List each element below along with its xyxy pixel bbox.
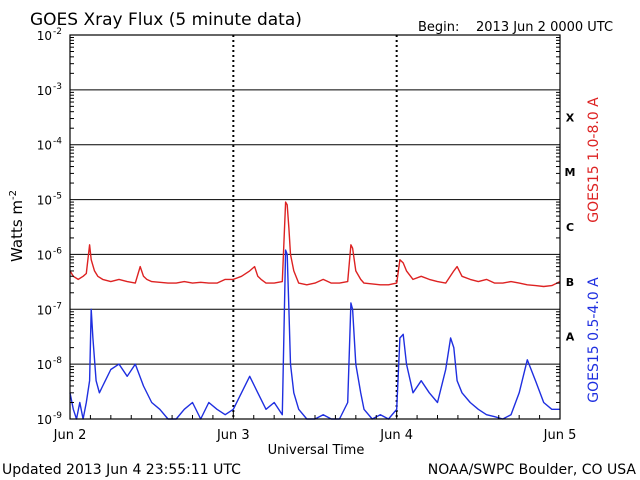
series-group [69,201,561,420]
flare-class-label: M [565,166,576,179]
y-tick-label: 10 [37,194,52,208]
y-tick-label: 10 [37,29,52,43]
begin-value: 2013 Jun 2 0000 UTC [476,20,613,35]
y-tick-exponent: -9 [53,411,62,421]
y-tick-exponent: -8 [53,356,62,366]
grid-lines [70,34,560,420]
legend-long-channel: GOES15 1.0-8.0 A [586,97,602,223]
legend-short-label: GOES15 0.5-4.0 A [586,277,602,403]
y-tick-base: 10 [37,248,52,262]
y-tick-exponent: -4 [53,137,62,147]
y-tick-label: 10 [37,248,52,262]
y-tick-base: 10 [37,29,52,43]
y-tick-base: 10 [37,139,52,153]
y-tick-base: 10 [37,413,52,427]
series-long-channel-line [69,201,561,288]
y-tick-base: 10 [37,303,52,317]
series-short-channel-line [69,249,560,420]
x-tick-label: Jun 2 [53,428,87,443]
y-tick-label: 10 [37,139,52,153]
y-tick-base: 10 [37,194,52,208]
y-tick-base: 10 [37,358,52,372]
legend-short-channel: GOES15 0.5-4.0 A [586,277,602,403]
y-tick-labels: 10-210-310-410-510-610-710-810-9 [37,27,63,427]
y-tick-label: 10 [37,413,52,427]
chart-title: GOES Xray Flux (5 minute data) [30,10,302,30]
plot-border [69,34,561,420]
svg-text:Watts m-2: Watts m-2 [8,190,26,262]
flare-class-labels: X M C B A [565,111,576,343]
plot-frame [69,34,561,420]
y-tick-label: 10 [37,358,52,372]
flare-class-label: A [566,331,575,344]
y-tick-base: 10 [37,84,52,98]
x-axis-label: Universal Time [268,443,365,458]
y-tick-exponent: -3 [53,82,62,92]
y-tick-exponent: -6 [53,246,62,256]
x-tick-label: Jun 5 [543,428,577,443]
flare-class-label: B [566,276,574,289]
y-axis-label-exp: -2 [8,190,19,200]
y-tick-exponent: -7 [53,301,62,311]
data-source: NOAA/SWPC Boulder, CO USA [428,462,637,478]
y-axis-label-base: Watts m [8,200,26,262]
updated-timestamp: Updated 2013 Jun 4 23:55:11 UTC [2,462,241,478]
begin-label: Begin: [418,20,459,35]
y-tick-label: 10 [37,84,52,98]
y-tick-exponent: -5 [53,192,62,202]
legend-long-label: GOES15 1.0-8.0 A [586,97,602,223]
flare-class-label: C [566,221,574,234]
flare-class-label: X [566,111,575,124]
y-tick-label: 10 [37,303,52,317]
x-tick-label: Jun 4 [379,428,413,443]
x-tick-labels: Jun 2 Jun 3 Jun 4 Jun 5 [53,428,577,443]
y-axis-label: Watts m-2 [8,190,26,262]
y-tick-exponent: -2 [53,27,62,37]
x-tick-label: Jun 3 [216,428,250,443]
